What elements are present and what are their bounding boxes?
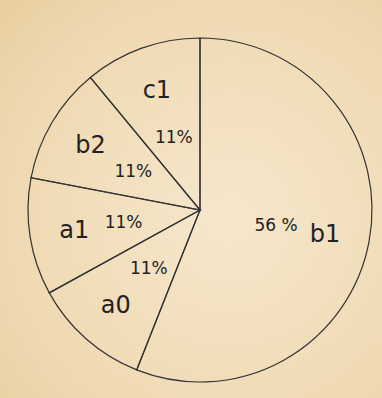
svg-text:b1: b1 [310,220,341,248]
svg-text:a1: a1 [59,216,89,244]
svg-text:11%: 11% [130,258,168,278]
svg-text:c1: c1 [143,76,171,104]
svg-text:11%: 11% [155,127,193,147]
svg-text:b2: b2 [75,131,106,159]
svg-text:56 %: 56 % [254,215,297,235]
svg-text:a0: a0 [101,291,131,319]
svg-text:11%: 11% [114,161,152,181]
svg-text:11%: 11% [105,212,143,232]
